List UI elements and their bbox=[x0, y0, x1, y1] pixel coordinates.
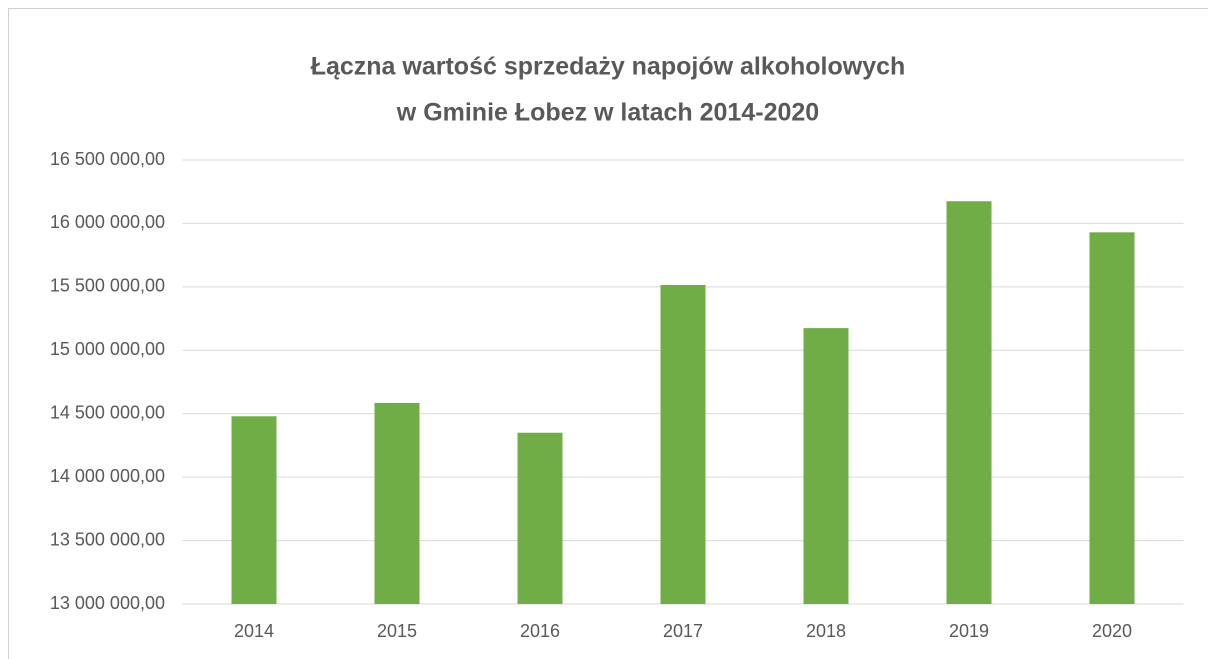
bar bbox=[803, 328, 849, 604]
x-tick-label: 2014 bbox=[234, 621, 274, 641]
y-tick-label: 15 500 000,00 bbox=[50, 276, 165, 296]
bar bbox=[1089, 232, 1135, 604]
chart-title: Łączna wartość sprzedaży napojów alkohol… bbox=[311, 53, 906, 81]
y-tick-label: 14 000 000,00 bbox=[50, 466, 165, 486]
x-tick-label: 2015 bbox=[377, 621, 417, 641]
bar bbox=[231, 416, 277, 604]
y-tick-label: 16 000 000,00 bbox=[50, 212, 165, 232]
chart-border bbox=[8, 8, 1208, 659]
y-tick-label: 16 500 000,00 bbox=[50, 149, 165, 169]
bar bbox=[660, 284, 706, 604]
y-tick-label: 13 000 000,00 bbox=[50, 593, 165, 613]
x-tick-label: 2016 bbox=[520, 621, 560, 641]
y-tick-label: 14 500 000,00 bbox=[50, 402, 165, 422]
x-tick-label: 2018 bbox=[806, 621, 846, 641]
chart-title: w Gminie Łobez w latach 2014-2020 bbox=[396, 99, 819, 127]
bar bbox=[374, 402, 420, 604]
x-tick-label: 2017 bbox=[663, 621, 703, 641]
bar bbox=[946, 201, 992, 604]
y-tick-label: 13 500 000,00 bbox=[50, 529, 165, 549]
x-tick-label: 2020 bbox=[1092, 621, 1132, 641]
x-tick-label: 2019 bbox=[949, 621, 989, 641]
y-tick-label: 15 000 000,00 bbox=[50, 339, 165, 359]
bar bbox=[517, 432, 563, 604]
